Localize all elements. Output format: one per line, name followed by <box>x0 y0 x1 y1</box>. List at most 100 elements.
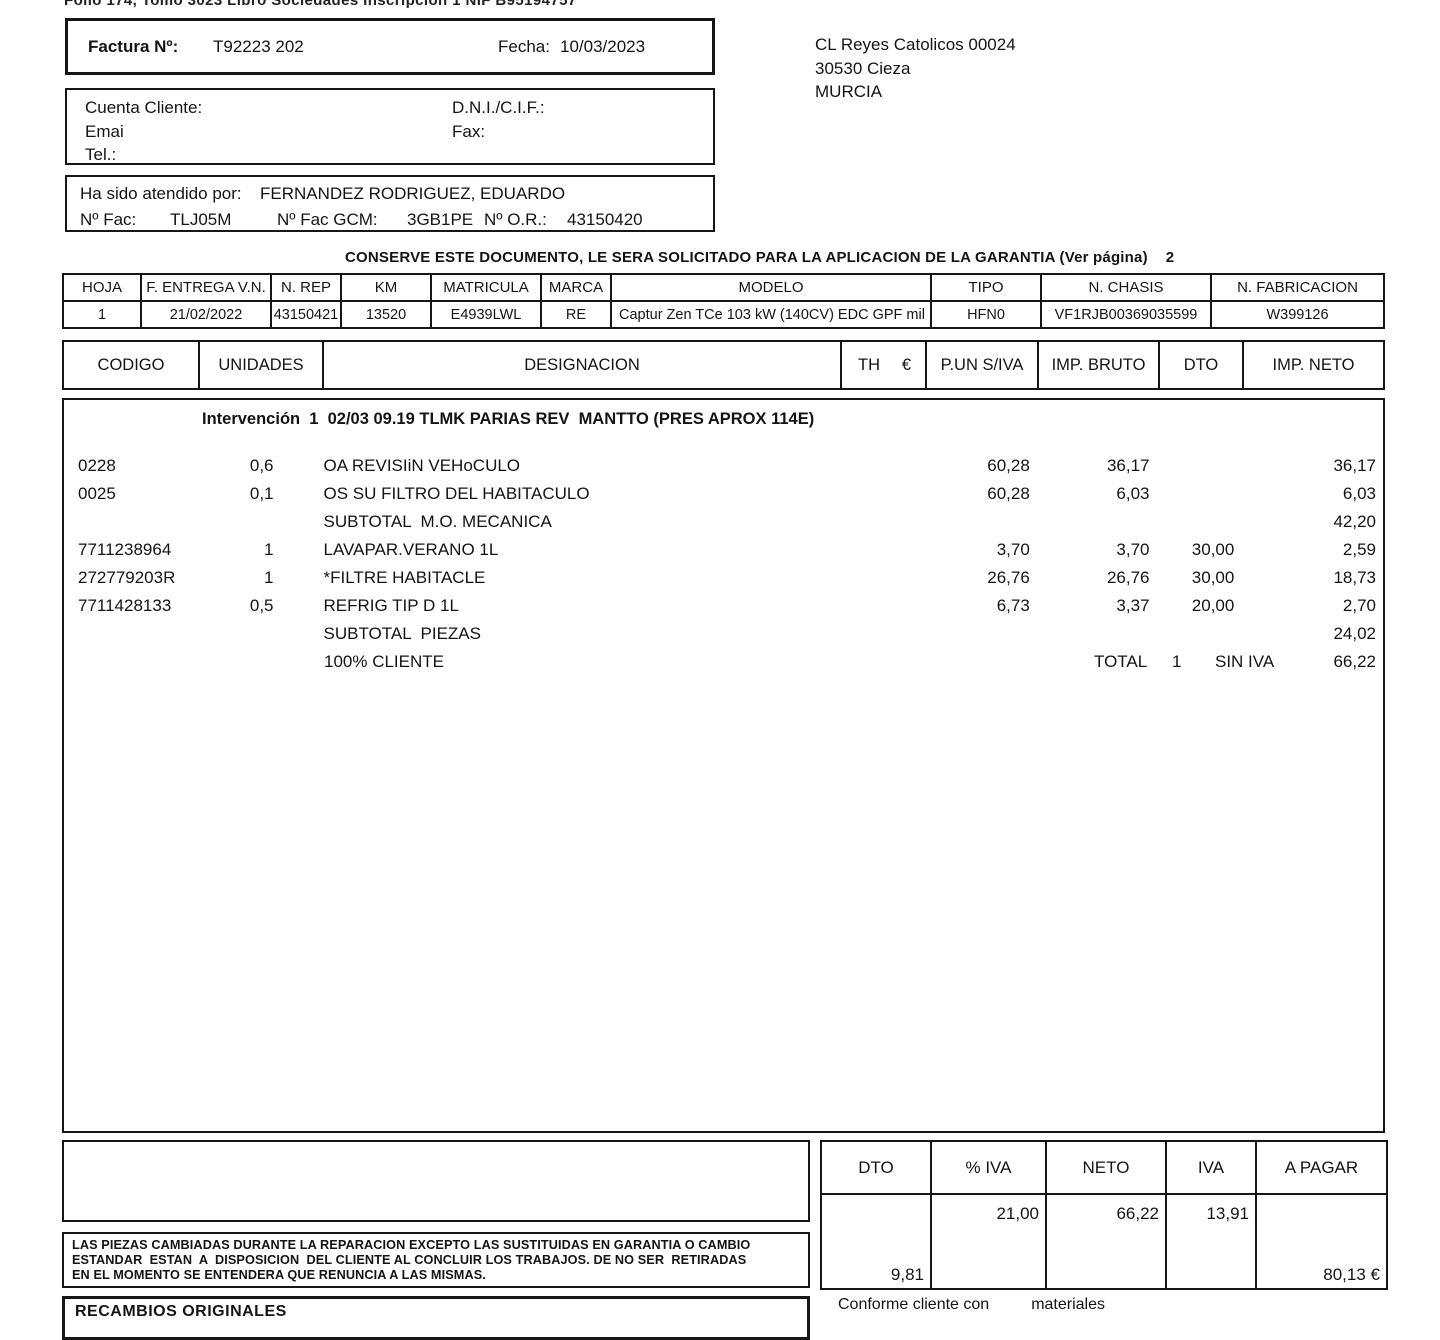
item-pun: 60,28 <box>987 456 1030 475</box>
totals-header-iva-pct: % IVA <box>932 1142 1045 1195</box>
conforme-text-2: materiales <box>1031 1296 1105 1313</box>
item-dto: 20,00 <box>1191 596 1235 615</box>
item-bruto: 36,17 <box>1106 456 1150 475</box>
header-imp-bruto: IMP. BRUTO <box>1039 342 1160 388</box>
total-sin-iva-amount: 66,22 <box>1333 652 1376 671</box>
line-item-row: 7711428133 0,5 REFRIG TIP D 1L 6,73 3,37… <box>64 596 1384 616</box>
item-codigo: 7711428133 <box>78 596 172 615</box>
vehicle-matricula: E4939LWL <box>432 302 542 327</box>
warranty-notice: CONSERVE ESTE DOCUMENTO, LE SERA SOLICIT… <box>345 249 1174 266</box>
vehicle-header-modelo: MODELO <box>612 275 932 300</box>
totals-a-pagar: 80,13 € <box>1323 1265 1380 1284</box>
invoice-number-box: Factura Nº: T92223 202 Fecha: 10/03/2023 <box>65 18 715 75</box>
vehicle-fabricacion: W399126 <box>1266 306 1329 323</box>
terms-line-2: ESTANDAR ESTAN A DISPOSICION DEL CLIENTE… <box>72 1253 747 1267</box>
client-percentage-label: 100% CLIENTE <box>324 652 444 671</box>
header-th-euro: TH € <box>842 342 927 388</box>
item-codigo: 272779203R <box>78 568 176 587</box>
num-or-value: 43150420 <box>567 210 643 229</box>
item-dto <box>1158 484 1242 504</box>
item-dto: 30,00 <box>1191 568 1235 587</box>
item-neto: 2,70 <box>1342 596 1376 615</box>
atendido-label: Ha sido atendido por: <box>80 184 242 203</box>
intervention-title: Intervención 1 02/03 09.19 TLMK PARIAS R… <box>202 410 815 428</box>
line-items-body: Intervención 1 02/03 09.19 TLMK PARIAS R… <box>62 398 1385 1133</box>
fax-label: Fax: <box>452 122 486 141</box>
recambios-box-clipped: RECAMBIOS ORIGINALES <box>62 1296 810 1340</box>
tel-label: Tel.: <box>85 145 117 164</box>
total-count: 1 <box>1172 652 1182 671</box>
item-codigo: 7711238964 <box>78 540 172 559</box>
parts-return-terms-box: LAS PIEZAS CAMBIADAS DURANTE LA REPARACI… <box>62 1232 810 1288</box>
vehicle-header-nrep: N. REP <box>272 275 342 300</box>
address-line-2: 30530 Cieza <box>815 58 911 78</box>
item-codigo: 0228 <box>78 456 116 475</box>
vehicle-entrega: 21/02/2022 <box>142 302 272 327</box>
vehicle-modelo: Captur Zen TCe 103 kW (140CV) EDC GPF mi… <box>612 302 932 327</box>
euro-symbol: € <box>901 355 911 374</box>
num-fac-value: TLJ05M <box>170 210 232 229</box>
item-bruto: 26,76 <box>1106 568 1150 587</box>
fecha-label: Fecha: <box>498 37 550 56</box>
num-fac-label: Nº Fac: <box>80 210 137 229</box>
totals-header-dto: DTO <box>822 1142 930 1195</box>
header-imp-neto: IMP. NETO <box>1272 355 1355 374</box>
vehicle-table-header-row: HOJA F. ENTREGA V.N. N. REP KM MATRICULA… <box>64 275 1383 302</box>
address-line-1: CL Reyes Catolicos 00024 <box>815 35 1016 54</box>
totals-col-neto: NETO 66,22 <box>1047 1142 1167 1288</box>
conforme-line-clipped: Conforme cliente con materiales <box>838 1296 1105 1314</box>
email-label: Emai <box>85 122 124 141</box>
vehicle-km: 13520 <box>342 302 432 327</box>
totals-col-iva: IVA 13,91 <box>1167 1142 1257 1288</box>
vehicle-info-table: HOJA F. ENTREGA V.N. N. REP KM MATRICULA… <box>62 273 1385 329</box>
item-neto: 36,17 <box>1333 456 1376 475</box>
sin-iva-label: SIN IVA <box>1215 652 1275 671</box>
header-codigo: CODIGO <box>64 342 200 388</box>
invoice-scan-page: { "colors": { "ink": "#141414", "paper":… <box>62 0 1388 1340</box>
item-bruto: 3,70 <box>1116 540 1150 559</box>
totals-iva-pct: 21,00 <box>996 1204 1039 1223</box>
totals-header-iva: IVA <box>1167 1142 1255 1195</box>
item-bruto: 3,37 <box>1116 596 1150 615</box>
item-dto <box>1158 456 1242 476</box>
subtotal-label: SUBTOTAL PIEZAS <box>323 624 481 643</box>
vehicle-header-tipo: TIPO <box>932 275 1042 300</box>
totals-col-a-pagar: A PAGAR 80,13 € <box>1257 1142 1386 1288</box>
cuenta-cliente-label: Cuenta Cliente: <box>85 98 203 117</box>
item-codigo: 0025 <box>78 484 116 503</box>
subtotal-neto: 42,20 <box>1333 512 1376 531</box>
totals-col-iva-pct: % IVA 21,00 <box>932 1142 1047 1288</box>
header-designacion: DESIGNACION <box>324 342 842 388</box>
totals-table: DTO 9,81 % IVA 21,00 NETO 66,22 IVA 13,9… <box>820 1140 1388 1290</box>
line-items-header: CODIGO UNIDADES DESIGNACION TH € P.UN S/… <box>62 340 1385 390</box>
factura-value: T92223 202 <box>213 37 304 56</box>
dni-cif-label: D.N.I./C.I.F.: <box>452 98 545 117</box>
totals-header-a-pagar: A PAGAR <box>1257 1142 1386 1195</box>
vehicle-chasis: VF1RJB00369035599 <box>1042 302 1212 327</box>
header-dto: DTO <box>1160 342 1244 388</box>
item-pun: 6,73 <box>996 596 1030 615</box>
num-fac-gcm-label: Nº Fac GCM: <box>277 210 378 229</box>
vehicle-header-matricula: MATRICULA <box>432 275 542 300</box>
item-unidades: 1 <box>264 540 274 559</box>
vehicle-header-entrega: F. ENTREGA V.N. <box>142 275 272 300</box>
item-designacion: LAVAPAR.VERANO 1L <box>323 540 499 559</box>
item-designacion: *FILTRE HABITACLE <box>323 568 486 587</box>
totals-neto: 66,22 <box>1116 1204 1159 1223</box>
conforme-text-1: Conforme cliente con <box>838 1296 990 1313</box>
item-pun: 26,76 <box>987 568 1030 587</box>
num-fac-gcm-value: 3GB1PE <box>407 210 474 229</box>
item-designacion: REFRIG TIP D 1L <box>323 596 459 615</box>
warranty-page-number: 2 <box>1165 249 1175 266</box>
client-data-box: Cuenta Cliente: D.N.I./C.I.F.: Emai Fax:… <box>65 88 715 165</box>
item-unidades: 0,6 <box>249 456 274 475</box>
vehicle-header-hoja: HOJA <box>64 275 142 300</box>
totals-dto-amount: 9,81 <box>890 1265 924 1284</box>
vehicle-header-marca: MARCA <box>542 275 612 300</box>
total-label: TOTAL <box>1094 652 1148 671</box>
item-dto: 30,00 <box>1191 540 1235 559</box>
item-unidades: 1 <box>264 568 274 587</box>
num-or-label: Nº O.R.: <box>484 210 547 229</box>
item-designacion: OA REVISIiN VEHoCULO <box>323 456 521 475</box>
factura-label: Factura Nº: <box>88 37 179 56</box>
